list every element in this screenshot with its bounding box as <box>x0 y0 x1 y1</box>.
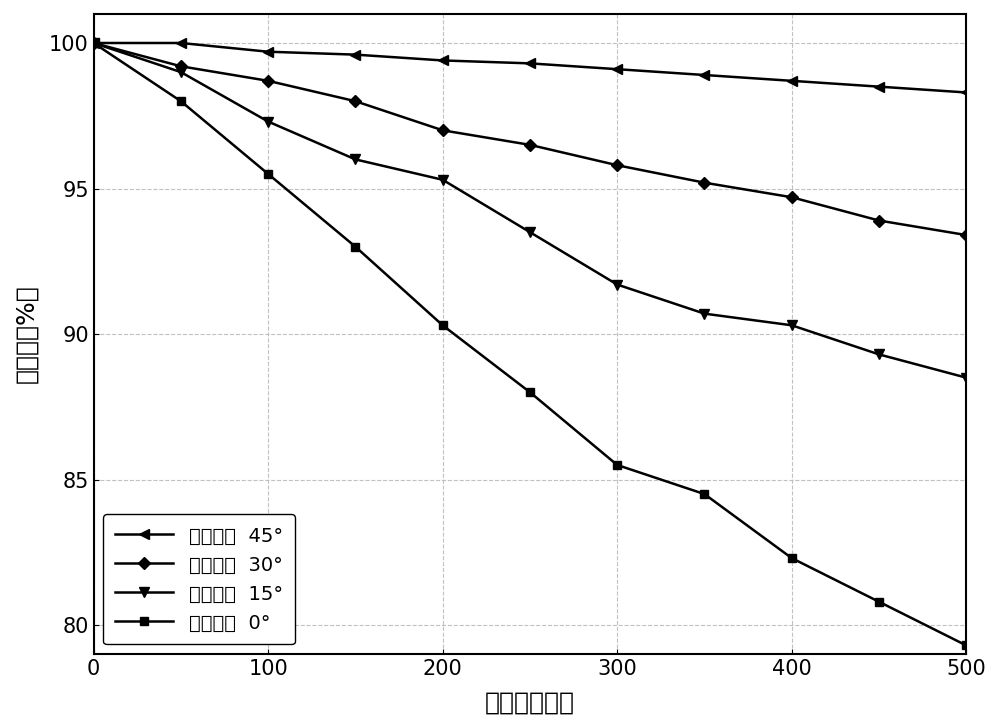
偏转角度  15° <box>873 350 885 359</box>
偏转角度  45° <box>698 71 710 79</box>
偏转角度  0° <box>262 170 274 178</box>
偏转角度  45° <box>873 82 885 91</box>
偏转角度  15° <box>88 39 100 47</box>
偏转角度  15° <box>349 155 361 164</box>
Line: 偏转角度  30°: 偏转角度 30° <box>89 39 970 240</box>
偏转角度  0° <box>349 242 361 251</box>
偏转角度  30° <box>175 62 187 71</box>
偏转角度  0° <box>88 39 100 47</box>
偏转角度  15° <box>611 280 623 289</box>
偏转角度  0° <box>524 388 536 397</box>
偏转角度  15° <box>175 68 187 76</box>
偏转角度  0° <box>786 554 798 563</box>
偏转角度  0° <box>698 490 710 499</box>
偏转角度  30° <box>611 161 623 170</box>
偏转角度  45° <box>437 56 449 65</box>
偏转角度  45° <box>349 50 361 59</box>
偏转角度  30° <box>873 216 885 225</box>
偏转角度  15° <box>698 309 710 318</box>
偏转角度  45° <box>175 39 187 47</box>
偏转角度  15° <box>960 373 972 382</box>
偏转角度  15° <box>524 228 536 237</box>
Line: 偏转角度  45°: 偏转角度 45° <box>89 38 971 98</box>
Legend: 偏转角度  45°, 偏转角度  30°, 偏转角度  15°, 偏转角度  0°: 偏转角度 45°, 偏转角度 30°, 偏转角度 15°, 偏转角度 0° <box>103 515 295 644</box>
偏转角度  0° <box>437 321 449 330</box>
偏转角度  30° <box>698 178 710 187</box>
偏转角度  45° <box>611 65 623 74</box>
偏转角度  45° <box>524 59 536 68</box>
偏转角度  30° <box>437 126 449 135</box>
偏转角度  15° <box>786 321 798 330</box>
Line: 偏转角度  15°: 偏转角度 15° <box>89 38 971 382</box>
偏转角度  30° <box>349 97 361 106</box>
偏转角度  15° <box>437 175 449 184</box>
偏转角度  0° <box>960 641 972 650</box>
偏转角度  45° <box>786 76 798 85</box>
偏转角度  30° <box>88 39 100 47</box>
Y-axis label: 透过率（%）: 透过率（%） <box>14 285 38 384</box>
X-axis label: 压力（毫牛）: 压力（毫牛） <box>485 690 575 714</box>
Line: 偏转角度  0°: 偏转角度 0° <box>89 39 970 649</box>
偏转角度  30° <box>786 193 798 202</box>
偏转角度  0° <box>611 461 623 470</box>
偏转角度  45° <box>960 88 972 97</box>
偏转角度  15° <box>262 117 274 126</box>
偏转角度  30° <box>262 76 274 85</box>
偏转角度  30° <box>960 231 972 240</box>
偏转角度  0° <box>873 598 885 606</box>
偏转角度  45° <box>262 47 274 56</box>
偏转角度  0° <box>175 97 187 106</box>
偏转角度  45° <box>88 39 100 47</box>
偏转角度  30° <box>524 141 536 149</box>
